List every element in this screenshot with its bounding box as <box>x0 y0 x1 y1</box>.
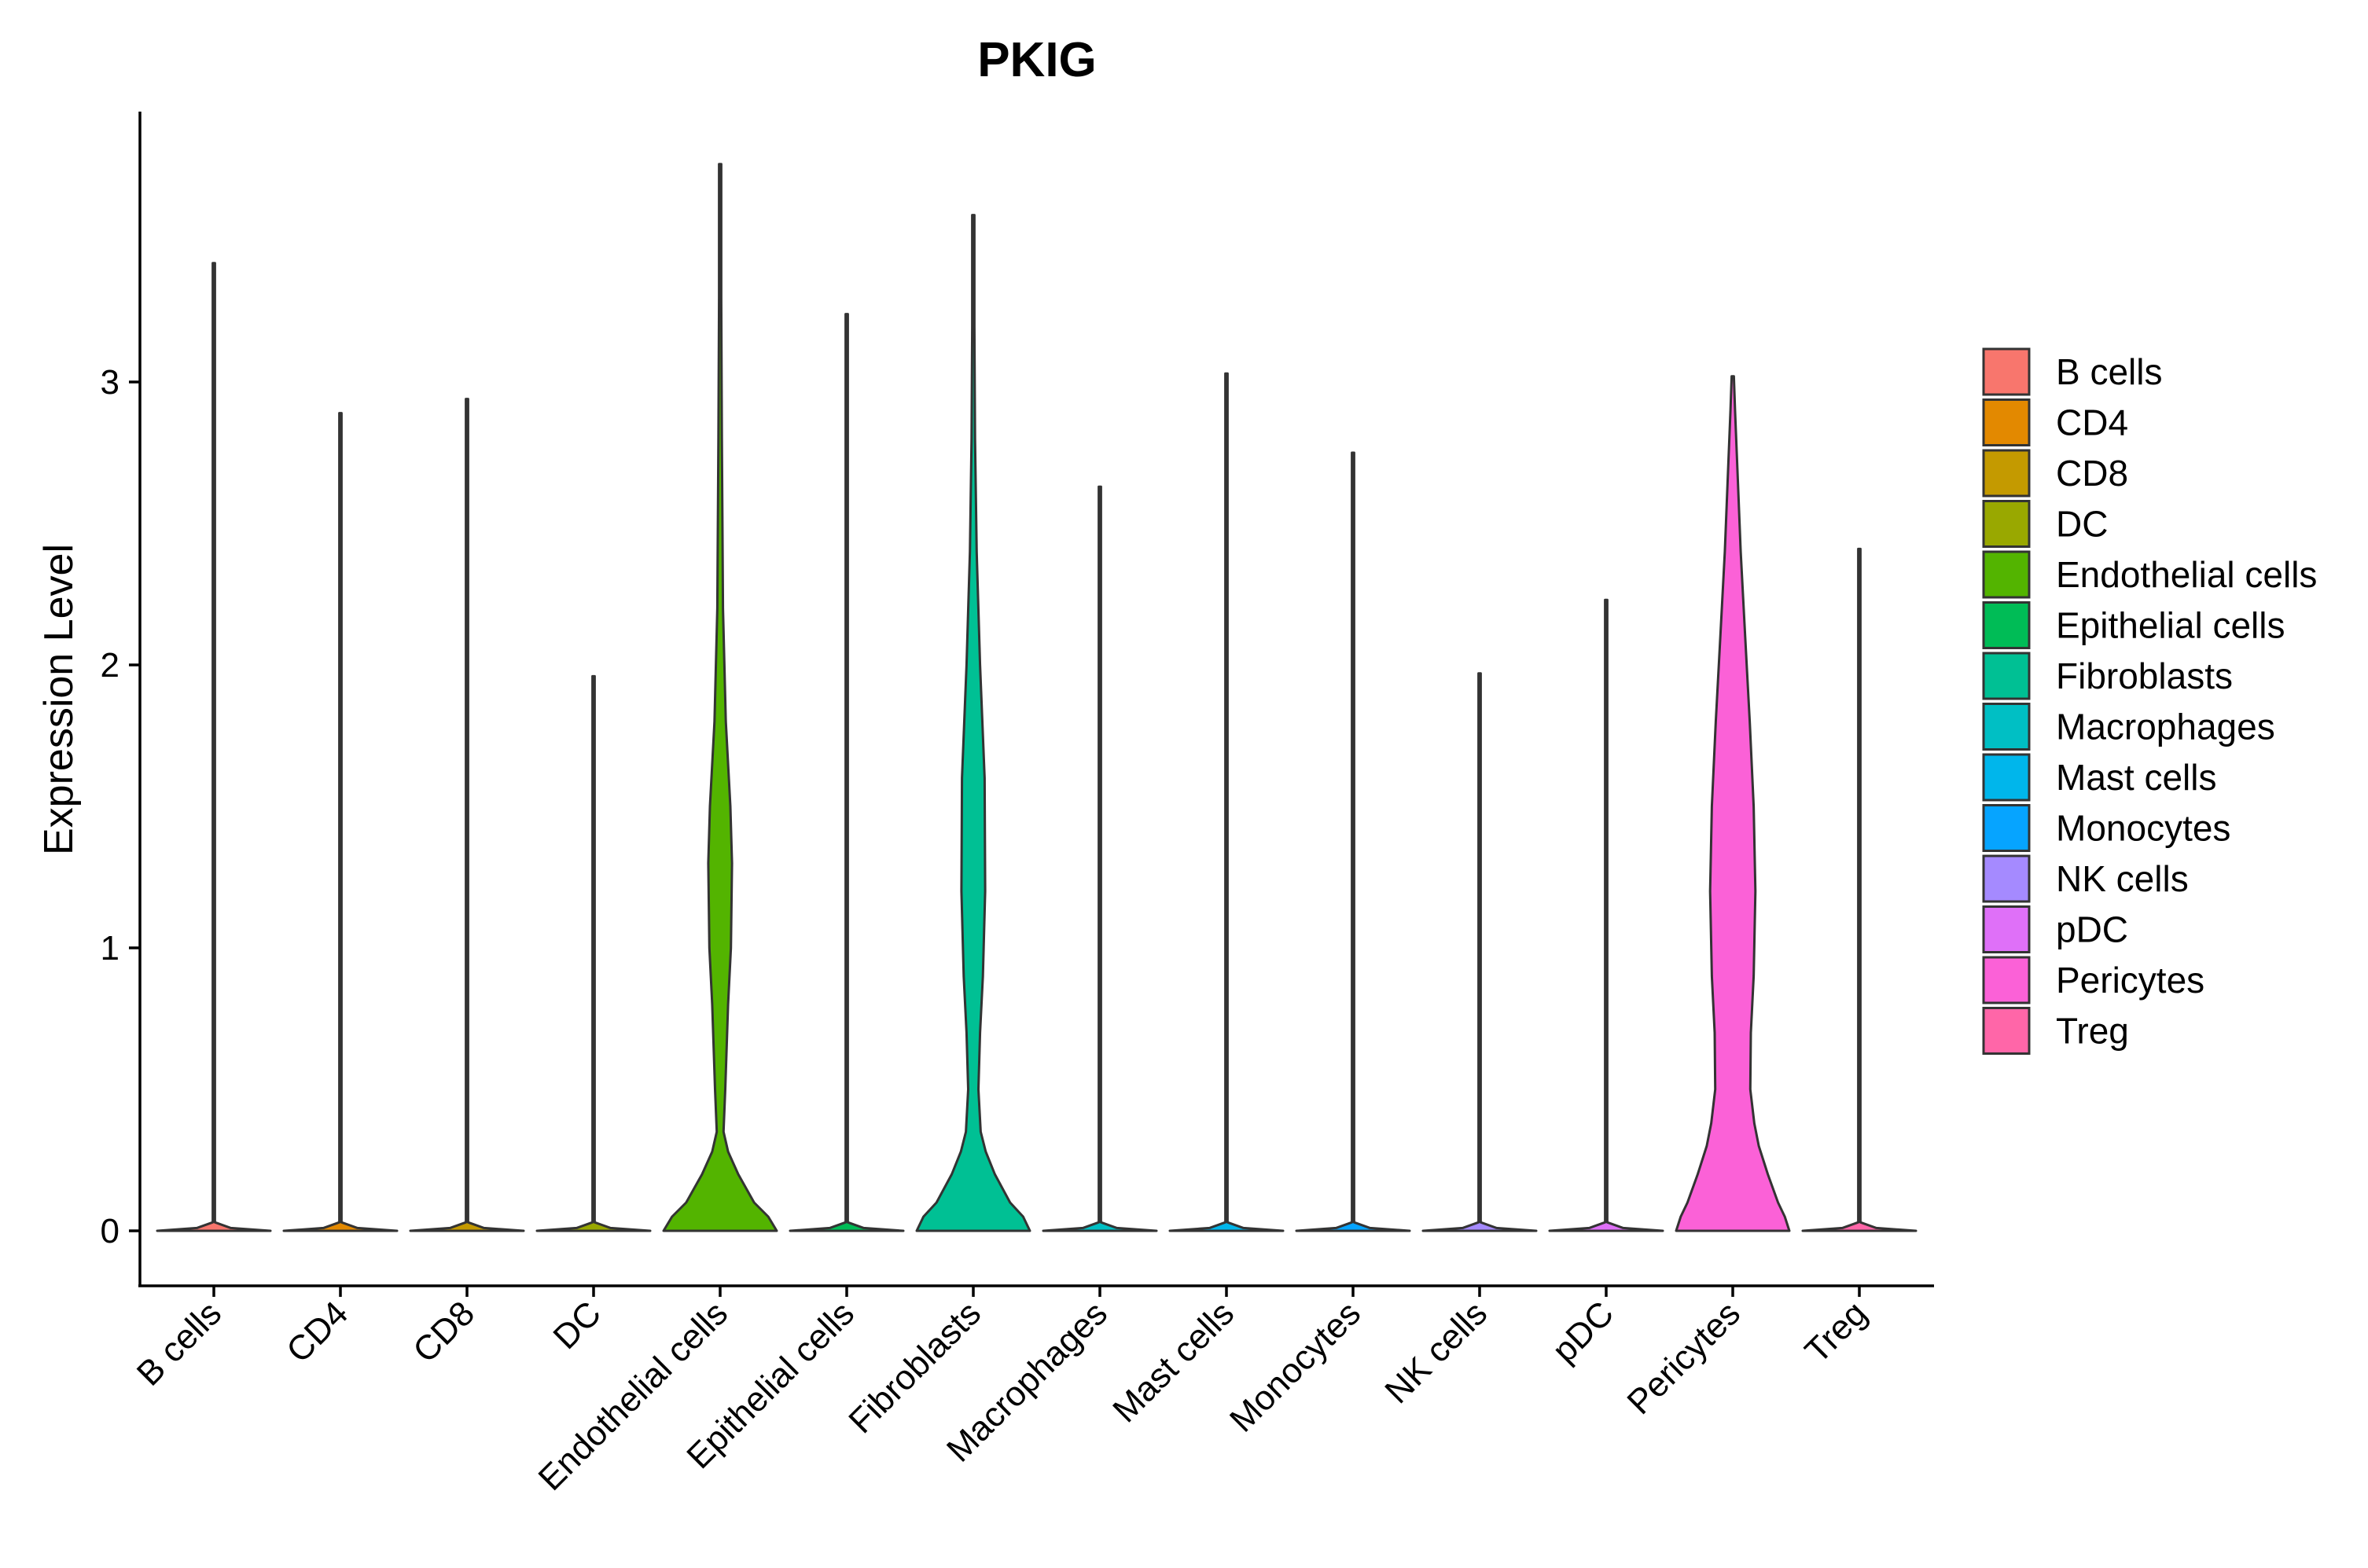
legend-swatch-2 <box>1982 449 2031 498</box>
legend-swatch-3 <box>1982 500 2031 548</box>
legend-swatch-13 <box>1982 1007 2031 1055</box>
x-tick-label-3: DC <box>546 1294 609 1357</box>
x-tick-label-1: CD4 <box>279 1294 355 1370</box>
legend-label-1: CD4 <box>2056 402 2128 443</box>
violin-dc <box>535 674 652 1232</box>
chart-title: PKIG <box>977 33 1097 87</box>
x-tick-label-13: Treg <box>1798 1294 1874 1370</box>
violin-epithelial-cells <box>789 313 905 1232</box>
legend-swatch-5 <box>1982 601 2031 649</box>
legend-label-6: Fibroblasts <box>2056 655 2233 696</box>
violin-endothelial-cells <box>662 163 778 1232</box>
legend-swatch-10 <box>1982 854 2031 903</box>
legend-label-9: Monocytes <box>2056 808 2230 849</box>
legend-label-5: Epithelial cells <box>2056 605 2285 646</box>
legend-swatch-0 <box>1982 347 2031 396</box>
x-tick-label-11: pDC <box>1545 1294 1621 1370</box>
violin-pericytes <box>1675 375 1791 1232</box>
legend-label-2: CD8 <box>2056 453 2128 494</box>
legend: B cells CD4 CD8 DC Endothelial cells Epitheli… <box>1982 347 2317 1055</box>
y-tick-label-0: 0 <box>101 1212 120 1250</box>
y-axis-label: Expression Level <box>36 544 82 855</box>
legend-swatch-4 <box>1982 550 2031 599</box>
violin-cd4 <box>282 412 399 1232</box>
x-tick-label-8: Mast cells <box>1105 1294 1241 1430</box>
legend-label-10: NK cells <box>2056 858 2189 899</box>
violin-mast-cells <box>1168 372 1285 1232</box>
x-tick-label-10: NK cells <box>1377 1294 1495 1411</box>
legend-swatch-12 <box>1982 956 2031 1004</box>
legend-swatch-7 <box>1982 703 2031 751</box>
x-tick-label-9: Monocytes <box>1223 1294 1368 1439</box>
x-tick-label-2: CD8 <box>406 1294 482 1370</box>
legend-label-0: B cells <box>2056 351 2162 392</box>
legend-label-13: Treg <box>2056 1011 2129 1052</box>
legend-label-8: Mast cells <box>2056 757 2216 798</box>
violin-b-cells <box>156 262 272 1232</box>
y-ticks-group: 0 1 2 3 <box>101 363 140 1250</box>
legend-swatch-1 <box>1982 398 2031 446</box>
y-tick-label-3: 3 <box>101 363 120 402</box>
violins-group <box>156 163 1918 1232</box>
legend-label-4: Endothelial cells <box>2056 554 2317 595</box>
violin-fibroblasts <box>915 214 1031 1232</box>
violin-macrophages <box>1042 485 1158 1232</box>
legend-swatch-8 <box>1982 753 2031 802</box>
legend-swatch-6 <box>1982 652 2031 700</box>
violin-pdc <box>1548 598 1664 1232</box>
violin-nk-cells <box>1421 672 1538 1232</box>
violin-treg <box>1801 547 1918 1232</box>
legend-label-12: Pericytes <box>2056 960 2204 1001</box>
legend-swatch-11 <box>1982 905 2031 953</box>
legend-label-7: Macrophages <box>2056 707 2275 747</box>
legend-label-3: DC <box>2056 504 2108 545</box>
legend-swatch-9 <box>1982 804 2031 852</box>
x-tick-label-12: Pericytes <box>1620 1294 1748 1422</box>
x-tick-label-0: B cells <box>130 1294 229 1393</box>
violin-monocytes <box>1295 451 1411 1232</box>
legend-label-11: pDC <box>2056 909 2128 950</box>
y-tick-label-2: 2 <box>101 646 120 685</box>
y-tick-label-1: 1 <box>101 929 120 968</box>
violin-cd8 <box>409 398 525 1232</box>
